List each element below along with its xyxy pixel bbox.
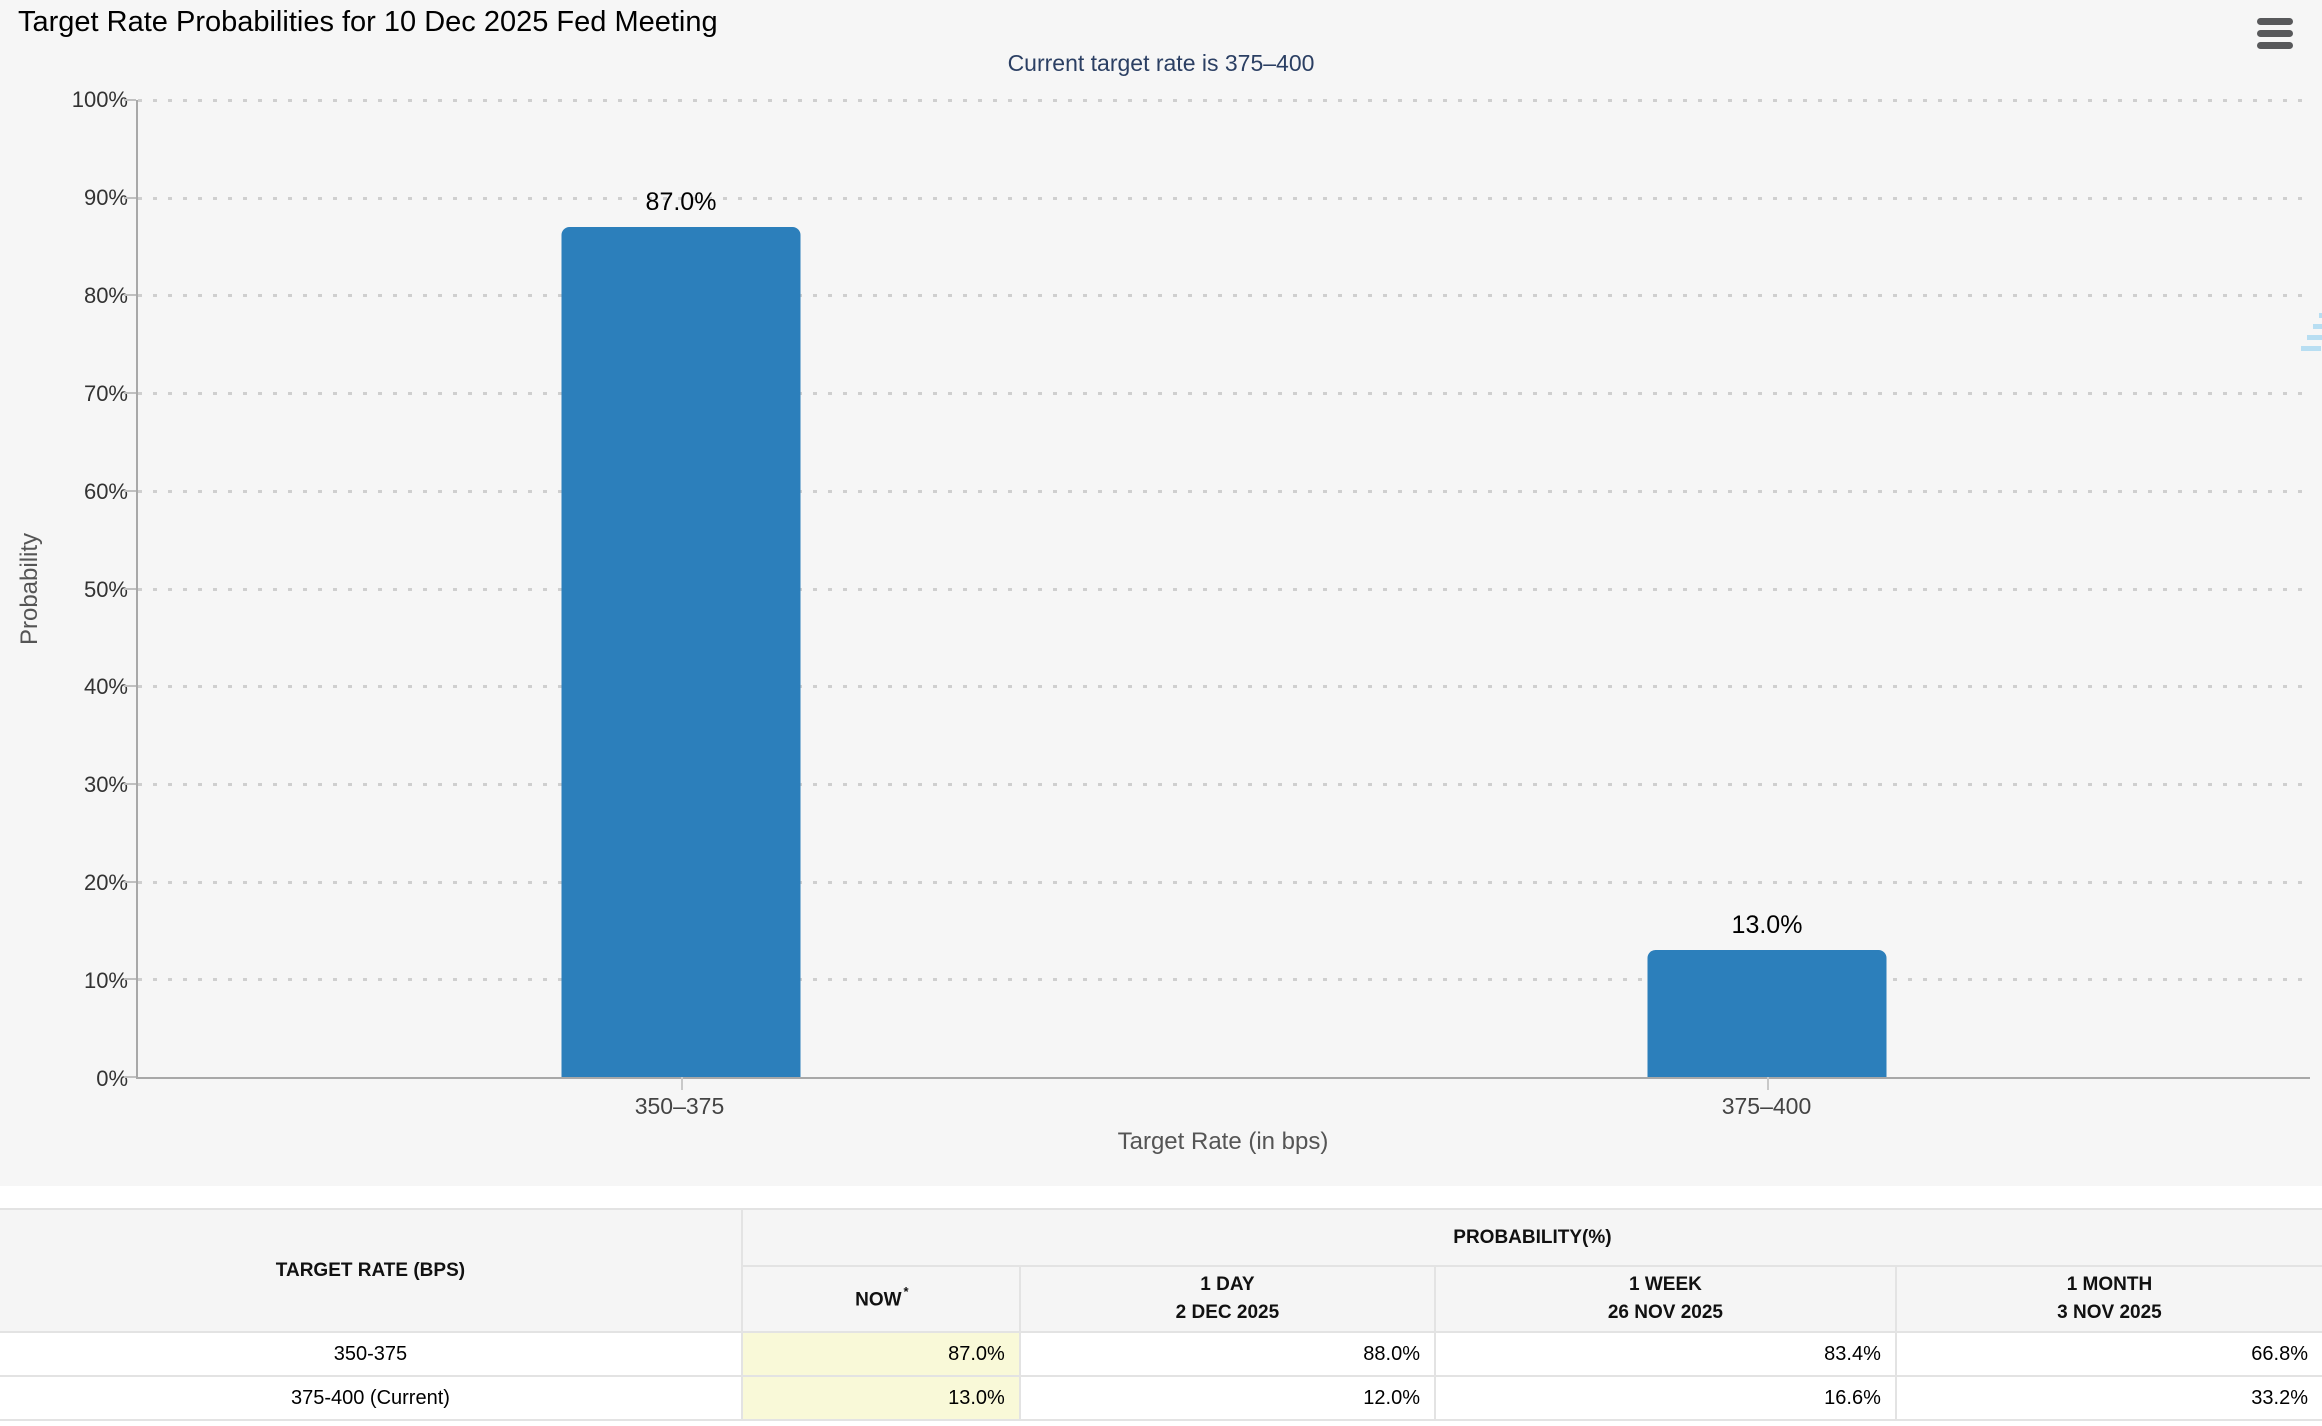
gridline xyxy=(138,782,2310,786)
header-label: 1 WEEK xyxy=(1629,1274,1702,1296)
bar-375-400[interactable]: 13.0% xyxy=(1647,911,1887,1077)
col-header-1-week: 1 WEEK 26 NOV 2025 xyxy=(1433,1265,1897,1333)
y-axis-labels: 0% 10% 20% 30% 40% 50% 60% 70% 80% 90% 100% xyxy=(0,89,128,1090)
col-header-target-rate: TARGET RATE (BPS) xyxy=(0,1208,743,1333)
cell-1-month: 33.2% xyxy=(1894,1375,2322,1421)
y-tick-label: 40% xyxy=(83,674,128,700)
plot-area: Q 87.0% 13.0% xyxy=(124,99,2322,1090)
y-tick-label: 60% xyxy=(83,478,128,504)
header-label: 1 DAY xyxy=(1200,1274,1255,1296)
col-header-1-month: 1 MONTH 3 NOV 2025 xyxy=(1894,1265,2322,1333)
y-tick-label: 80% xyxy=(83,282,128,308)
probability-table-panel: TARGET RATE (BPS) PROBABILITY(%) NOW * 1 … xyxy=(0,1208,2322,1421)
x-axis-tick xyxy=(1767,1077,1769,1090)
hamburger-bar xyxy=(2257,18,2293,25)
x-axis: 350–375 375–400 xyxy=(136,1081,2310,1125)
cell-1-month: 66.8% xyxy=(1894,1331,2322,1377)
y-axis-tick xyxy=(124,685,136,688)
y-tick-label: 20% xyxy=(83,870,128,896)
y-axis-tick xyxy=(124,587,136,590)
now-asterisk: * xyxy=(903,1283,909,1299)
hamburger-bar xyxy=(2257,42,2293,49)
y-axis-tick xyxy=(124,978,136,981)
col-header-now: NOW * xyxy=(741,1265,1021,1333)
y-axis-tick xyxy=(124,782,136,785)
header-label: 1 MONTH xyxy=(2066,1274,2153,1296)
cell-rate: 375-400 (Current) xyxy=(0,1375,743,1421)
y-tick-label: 100% xyxy=(71,87,128,112)
y-axis-tick xyxy=(124,489,136,492)
bar-value-label: 87.0% xyxy=(645,188,717,217)
y-tick-label: 0% xyxy=(96,1066,128,1091)
cell-1-week: 16.6% xyxy=(1433,1375,1897,1421)
cell-1-week: 83.4% xyxy=(1433,1331,1897,1377)
header-sublabel: 2 DEC 2025 xyxy=(1175,1302,1280,1323)
cell-rate: 350-375 xyxy=(0,1331,743,1377)
header-label: NOW xyxy=(855,1288,902,1310)
bar-value-label: 13.0% xyxy=(1731,911,1803,939)
hamburger-bar xyxy=(2257,30,2293,37)
chart-subtitle: Current target rate is 375–400 xyxy=(1007,50,1315,76)
table-row-350-375: 350-375 87.0% 88.0% 83.4% 66.8% xyxy=(0,1331,2322,1377)
y-axis-tick xyxy=(124,880,136,883)
table-row-375-400-current: 375-400 (Current) 13.0% 12.0% 16.6% 33.2… xyxy=(0,1375,2322,1421)
cell-now: 13.0% xyxy=(740,1375,1021,1421)
chart-panel: Target Rate Probabilities for 10 Dec 202… xyxy=(0,6,2322,1155)
y-axis-tick xyxy=(124,1076,136,1078)
gridline xyxy=(138,685,2310,689)
gridline xyxy=(138,294,2310,298)
cell-1-day: 12.0% xyxy=(1018,1375,1436,1421)
y-axis-tick xyxy=(124,294,136,297)
header-sublabel: 3 NOV 2025 xyxy=(2057,1302,2162,1323)
y-axis-tick xyxy=(124,196,136,199)
y-tick-label: 10% xyxy=(83,968,128,994)
watermark-stripes xyxy=(2301,313,2322,351)
gridline xyxy=(138,880,2310,884)
col-header-1-day: 1 DAY 2 DEC 2025 xyxy=(1018,1265,1436,1333)
x-axis-tick xyxy=(681,1077,683,1090)
cell-now: 87.0% xyxy=(740,1331,1021,1377)
gridline xyxy=(138,392,2310,396)
cell-1-day: 88.0% xyxy=(1018,1331,1436,1377)
gridline xyxy=(138,587,2310,591)
gridline xyxy=(138,99,2310,102)
probability-table: TARGET RATE (BPS) PROBABILITY(%) NOW * 1 … xyxy=(0,1208,2322,1421)
gridline xyxy=(138,978,2310,982)
col-group-header-probability: PROBABILITY(%) xyxy=(740,1208,2322,1267)
gridline xyxy=(138,196,2310,200)
x-category-label: 350–375 xyxy=(634,1093,725,1119)
y-tick-label: 30% xyxy=(83,772,128,798)
hamburger-menu-button[interactable] xyxy=(2255,11,2295,56)
y-axis-tick xyxy=(124,99,136,101)
bar-350-375[interactable]: 87.0% xyxy=(561,188,801,1077)
quikstrike-watermark-logo: Q xyxy=(2301,313,2322,351)
y-tick-label: 70% xyxy=(83,380,128,406)
gridline xyxy=(138,489,2310,493)
y-axis-tick xyxy=(124,392,136,395)
page-title: Target Rate Probabilities for 10 Dec 202… xyxy=(18,6,718,38)
y-tick-label: 90% xyxy=(83,184,128,210)
header-sublabel: 26 NOV 2025 xyxy=(1607,1302,1723,1323)
x-axis-title: Target Rate (in bps) xyxy=(1117,1128,1329,1155)
x-category-label: 375–400 xyxy=(1721,1093,1812,1119)
y-tick-label: 50% xyxy=(83,576,128,602)
